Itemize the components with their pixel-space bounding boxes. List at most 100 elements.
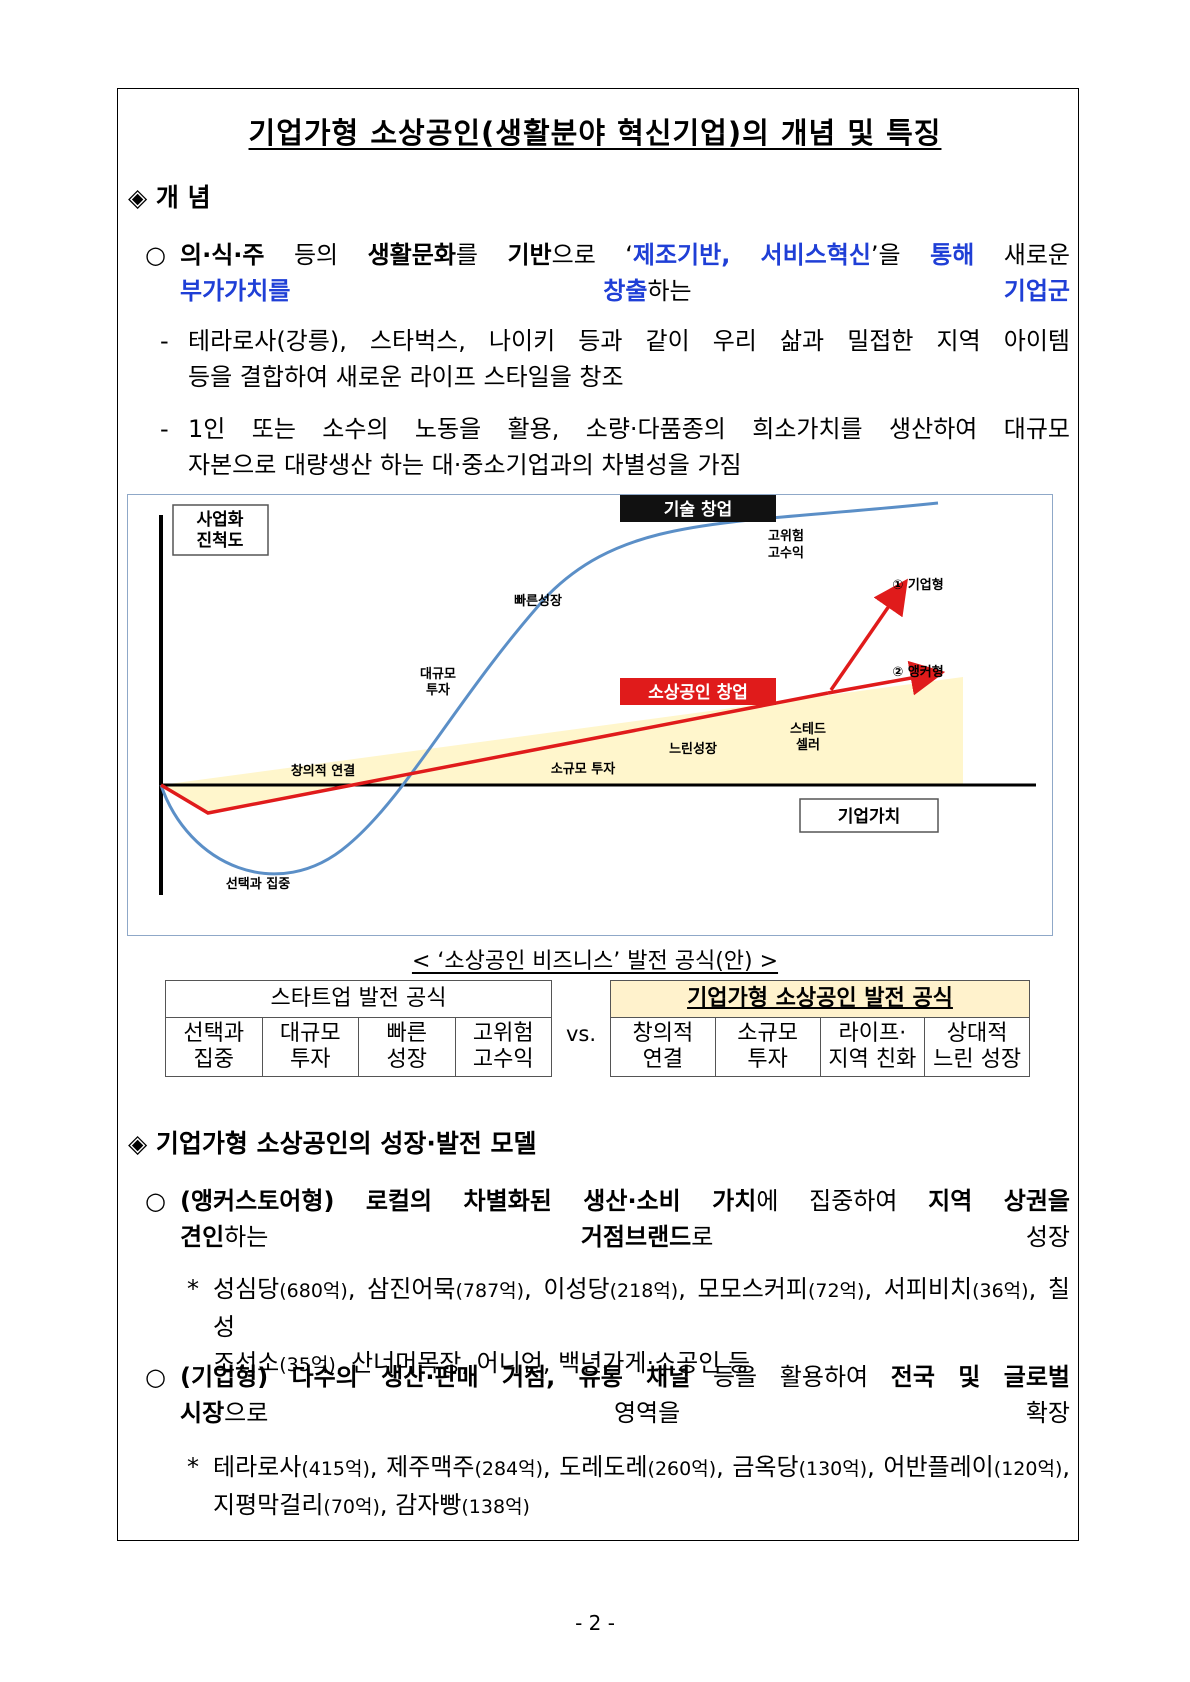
- text-run: (70억): [323, 1496, 380, 1518]
- tech-startup-tag-text: 기술 창업: [664, 500, 732, 520]
- entrepreneur-table-row: 창의적 연결 소규모 투자 라이프· 지역 친화 상대적 느린 성장: [610, 1017, 1030, 1077]
- text-run: 으로 영역을 확장: [224, 1399, 1070, 1427]
- text-run: (130억): [798, 1458, 868, 1480]
- text-run: ,: [1062, 1453, 1070, 1481]
- text-run: 의·식·주: [180, 241, 265, 269]
- page-number: - 2 -: [575, 1611, 615, 1635]
- text-run: , 제주맥주: [369, 1453, 475, 1481]
- text-run: 하는: [647, 277, 1004, 305]
- content-frame: [117, 88, 1079, 1541]
- creative-link-label: 창의적 연결: [291, 763, 355, 779]
- text-run: 등의: [264, 241, 368, 269]
- text-run: 하는: [224, 1223, 581, 1251]
- steady-label-2: 셀러: [796, 737, 820, 753]
- concept-paragraph: ○ 의·식·주 등의 생활문화를 기반으로 ‘제조기반, 서비스혁신’을 통해 …: [145, 237, 1070, 309]
- anchor-type-arrow: [827, 660, 946, 696]
- small-business-line: [160, 691, 829, 815]
- enterprise-type-arrow: [829, 578, 908, 691]
- section-heading-growth-model: ◈ 기업가형 소상공인의 성장·발전 모델: [128, 1129, 537, 1158]
- select-focus-label: 선택과 집중: [226, 876, 290, 892]
- text-run: (415억): [301, 1458, 370, 1480]
- text-run: 전국 및 글로벌: [890, 1363, 1070, 1391]
- enterprise-note-line-2: 지평막걸리(70억), 감자빵(138억): [213, 1487, 1070, 1525]
- text-run: 로 성장: [691, 1223, 1070, 1251]
- text-run: , 모모스커피: [678, 1275, 808, 1303]
- text-run: 테라로사: [213, 1453, 302, 1481]
- anchor-line-1: (앵커스토어형) 로컬의 차별화된 생산·소비 가치에 집중하여 지역 상권을: [180, 1183, 1070, 1219]
- type2-label: ② 앵커형: [892, 664, 943, 680]
- slow-growth-label: 느린성장: [669, 741, 717, 757]
- anchor-line-2: 견인하는 거점브랜드로 성장: [180, 1219, 1070, 1255]
- tech-startup-tag: [620, 495, 776, 522]
- xaxis-label-text: 기업가치: [838, 807, 901, 827]
- startup-table-header: 스타트업 발전 공식: [165, 980, 552, 1018]
- xaxis-label-box: [799, 798, 939, 833]
- enterprise-note-line-1: 테라로사(415억), 제주맥주(284억), 도레도레(260억), 금옥당(…: [213, 1449, 1070, 1487]
- text-run: 제조기반, 서비스혁신: [632, 241, 871, 269]
- text-run: (218억): [609, 1280, 679, 1302]
- concept-sub-1: - 테라로사(강릉), 스타벅스, 나이키 등과 같이 우리 삶과 밀접한 지역…: [160, 323, 1070, 395]
- large-invest-label-1: 대규모: [420, 667, 456, 682]
- enterprise-paragraph: ○ (기업형) 다수의 생산·판매 거점, 유통 채널 등을 활용하여 전국 및…: [145, 1359, 1070, 1431]
- dash-bullet: -: [160, 415, 169, 443]
- circle-bullet: ○: [145, 1187, 166, 1215]
- text-run: 기반: [507, 241, 552, 269]
- text-run: 조선소: [213, 1349, 280, 1377]
- text-run: 거점브랜드: [580, 1223, 692, 1251]
- enterprise-line-1: (기업형) 다수의 생산·판매 거점, 유통 채널 등을 활용하여 전국 및 글…: [180, 1359, 1070, 1395]
- text-run: 등을 활용하여: [690, 1363, 891, 1391]
- text-run: 통해: [930, 241, 975, 269]
- text-run: (35억): [279, 1354, 336, 1376]
- text-run: 를: [455, 241, 508, 269]
- text-run: , 어반플레이: [867, 1453, 994, 1481]
- small-invest-label: 소규모 투자: [551, 762, 615, 777]
- text-run: , 감자빵: [379, 1491, 462, 1519]
- text-run: 새로운: [974, 241, 1070, 269]
- text-run: (120억): [993, 1458, 1063, 1480]
- text-run: 견인: [180, 1223, 225, 1251]
- text-run: (72억): [807, 1280, 865, 1302]
- text-run: , 금옥당: [716, 1453, 799, 1481]
- small-business-tag-text: 소상공인 창업: [648, 683, 748, 703]
- enterprise-examples-note: * 테라로사(415억), 제주맥주(284억), 도레도레(260억), 금옥…: [187, 1449, 1070, 1525]
- text-run: , 산너머목장, 어니언, 백년가게·소공인 등: [335, 1349, 751, 1377]
- entrepreneur-table-header: 기업가형 소상공인 발전 공식: [610, 980, 1030, 1018]
- concept-line-2: 부가가치를 창출하는 기업군: [180, 273, 1070, 309]
- circle-bullet: ○: [145, 1363, 166, 1391]
- text-run: (284억): [474, 1458, 544, 1480]
- steady-label-1: 스테드: [790, 722, 826, 737]
- text-run: 지평막걸리: [213, 1491, 324, 1519]
- type1-label: ① 기업형: [892, 577, 943, 593]
- section-heading-concept: ◈ 개 념: [128, 183, 211, 212]
- concept-line-1: 의·식·주 등의 생활문화를 기반으로 ‘제조기반, 서비스혁신’을 통해 새로…: [180, 237, 1070, 273]
- yaxis-label-line1: 사업화: [197, 510, 244, 530]
- growth-diagram-svg: 사업화 진척도 기술 창업 고위험 고수익 ① 기업형 빠른성장 대규모 투자 …: [159, 495, 1036, 895]
- enterprise-line-2: 시장으로 영역을 확장: [180, 1395, 1070, 1431]
- growth-diagram: 사업화 진척도 기술 창업 고위험 고수익 ① 기업형 빠른성장 대규모 투자 …: [127, 494, 1053, 936]
- high-risk-label-1: 고위험: [768, 528, 804, 544]
- startup-formula-table: 스타트업 발전 공식 선택과 집중 대규모 투자 빠른 성장 고위험 고수익: [165, 980, 552, 1077]
- entrepreneur-formula-table: 기업가형 소상공인 발전 공식 창의적 연결 소규모 투자 라이프· 지역 친화 상대…: [610, 980, 1030, 1077]
- anchor-note-line-1: 성심당(680억), 삼진어묵(787억), 이성당(218억), 모모스커피(…: [213, 1271, 1070, 1345]
- text-run: (36억): [972, 1280, 1029, 1302]
- sub1-line-2: 등을 결합하여 새로운 라이프 스타일을 창조: [188, 363, 624, 391]
- text-run: 으로 ‘: [551, 241, 633, 269]
- text-run: 부가가치를 창출: [180, 277, 648, 305]
- text-run: (787억): [455, 1280, 525, 1302]
- startup-table-row: 선택과 집중 대규모 투자 빠른 성장 고위험 고수익: [165, 1017, 552, 1077]
- concept-sub-2: - 1인 또는 소수의 노동을 활용, 소량·다품종의 희소가치를 생산하여 대…: [160, 411, 1070, 483]
- fast-growth-label: 빠른성장: [514, 593, 562, 609]
- text-run: , 삼진어묵: [347, 1275, 456, 1303]
- text-run: ’을: [870, 241, 931, 269]
- high-risk-label-2: 고수익: [768, 545, 804, 561]
- text-run: (138억): [461, 1496, 530, 1518]
- yaxis-label-line2: 진척도: [197, 531, 244, 551]
- anchor-examples-note: * 성심당(680억), 삼진어묵(787억), 이성당(218억), 모모스커…: [187, 1271, 1070, 1383]
- text-run: 기업군: [1003, 277, 1070, 305]
- asterisk-bullet: *: [187, 1275, 199, 1303]
- text-run: , 칠성: [213, 1275, 1070, 1341]
- anchor-store-paragraph: ○ (앵커스토어형) 로컬의 차별화된 생산·소비 가치에 집중하여 지역 상권…: [145, 1183, 1070, 1255]
- text-run: , 서피비치: [864, 1275, 973, 1303]
- vs-label: vs.: [566, 1022, 597, 1046]
- asterisk-bullet: *: [187, 1453, 199, 1481]
